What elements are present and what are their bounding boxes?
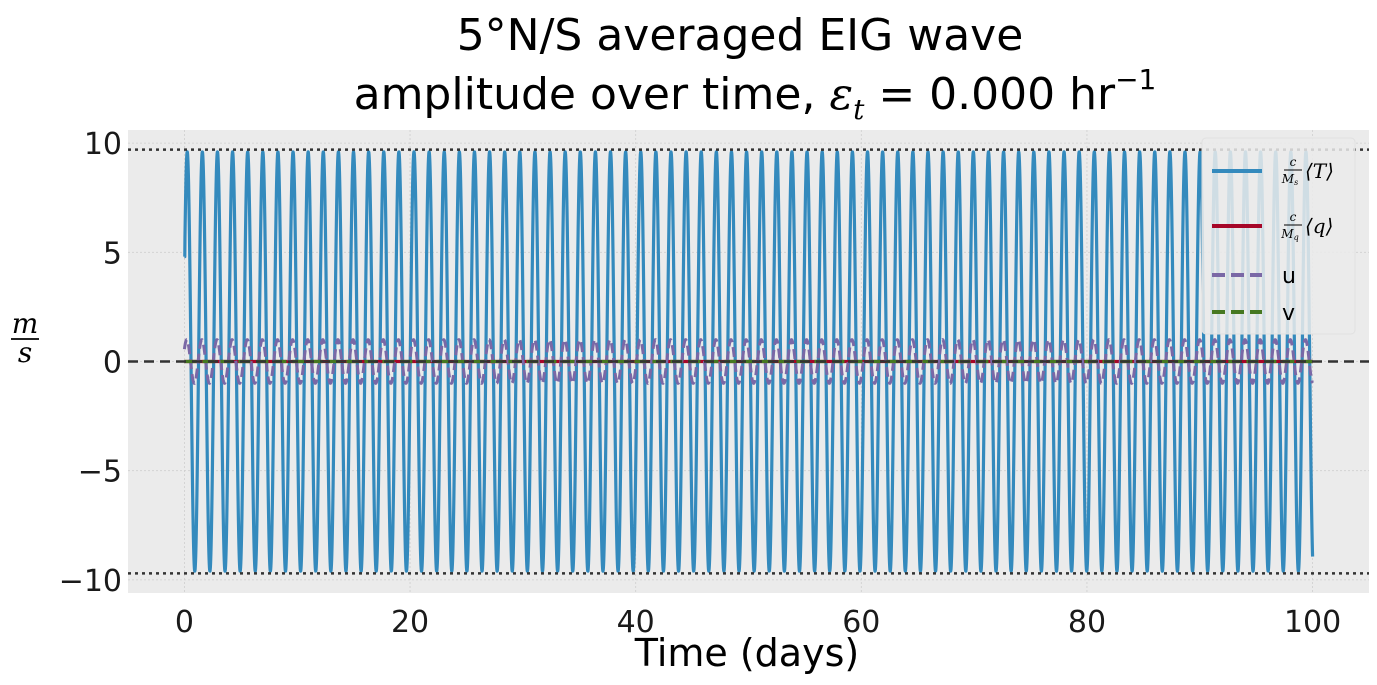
legend-T-denominator-sub: s — [1294, 178, 1298, 187]
y-tick-label: 0 — [103, 346, 122, 381]
legend-box — [1201, 137, 1356, 335]
legend-q-denominator: Mq — [1280, 227, 1298, 242]
legend-q-bracket: ⟨q⟩ — [1305, 214, 1333, 238]
x-axis-label: Time (days) — [634, 631, 859, 675]
legend-T-denominator: Ms — [1281, 172, 1298, 187]
chart-title-exponent: −1 — [1115, 63, 1156, 96]
chart-title-epsilon: ε — [829, 69, 853, 120]
legend-entry-T: c Ms ⟨T⟩ — [1212, 155, 1334, 187]
series-line-u — [182, 338, 1314, 385]
legend-entry-v: v — [1212, 301, 1295, 326]
chart-title-line2-prefix: amplitude over time, — [354, 69, 830, 120]
x-tick-label: 100 — [1284, 605, 1341, 640]
y-tick-label: 10 — [84, 127, 122, 162]
axis-ticks: 0 20 40 60 80 100 −10 −5 0 5 10 — [59, 127, 1342, 640]
series-line-T — [183, 150, 1315, 573]
x-tick-label: 0 — [175, 605, 194, 640]
chart-title-epsilon-subscript: t — [853, 93, 865, 126]
legend-q-numerator: c — [1290, 210, 1297, 224]
legend-T-denominator-main: M — [1281, 172, 1295, 186]
chart-title-line1: 5°N/S averaged EIG wave — [457, 10, 1024, 61]
y-tick-label: −10 — [59, 564, 122, 599]
legend-T-numerator: c — [1290, 155, 1297, 169]
legend-v-label: v — [1282, 301, 1295, 326]
x-tick-label: 40 — [617, 605, 655, 640]
x-tick-label: 80 — [1068, 605, 1106, 640]
y-axis-label-numerator: m — [12, 307, 39, 340]
legend: c Ms ⟨T⟩ c Mq ⟨q⟩ u v — [1201, 137, 1356, 335]
y-tick-label: 5 — [103, 236, 122, 271]
x-tick-label: 60 — [842, 605, 880, 640]
y-axis-label-denominator: s — [18, 336, 32, 369]
legend-q-denominator-main: M — [1280, 227, 1294, 241]
legend-q-denominator-sub: q — [1294, 233, 1299, 242]
legend-entry-u: u — [1212, 264, 1296, 289]
chart-title-line2: amplitude over time, εt = 0.000 hr−1 — [354, 63, 1157, 126]
legend-T-bracket: ⟨T⟩ — [1305, 159, 1334, 183]
legend-u-label: u — [1282, 264, 1296, 289]
y-tick-label: −5 — [78, 455, 122, 490]
chart-title-line2-value: = 0.000 hr — [864, 69, 1116, 120]
x-tick-label: 20 — [391, 605, 429, 640]
legend-entry-q: c Mq ⟨q⟩ — [1212, 210, 1333, 242]
y-axis-label: m s — [11, 307, 39, 369]
